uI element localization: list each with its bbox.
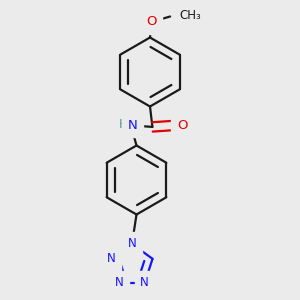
Text: O: O — [177, 119, 187, 132]
Text: N: N — [115, 277, 124, 290]
Text: N: N — [128, 119, 138, 132]
Text: N: N — [140, 277, 149, 290]
Text: O: O — [146, 15, 157, 28]
Text: CH₃: CH₃ — [179, 9, 201, 22]
Text: N: N — [128, 237, 136, 250]
Text: H: H — [118, 118, 128, 131]
Text: N: N — [107, 252, 116, 265]
